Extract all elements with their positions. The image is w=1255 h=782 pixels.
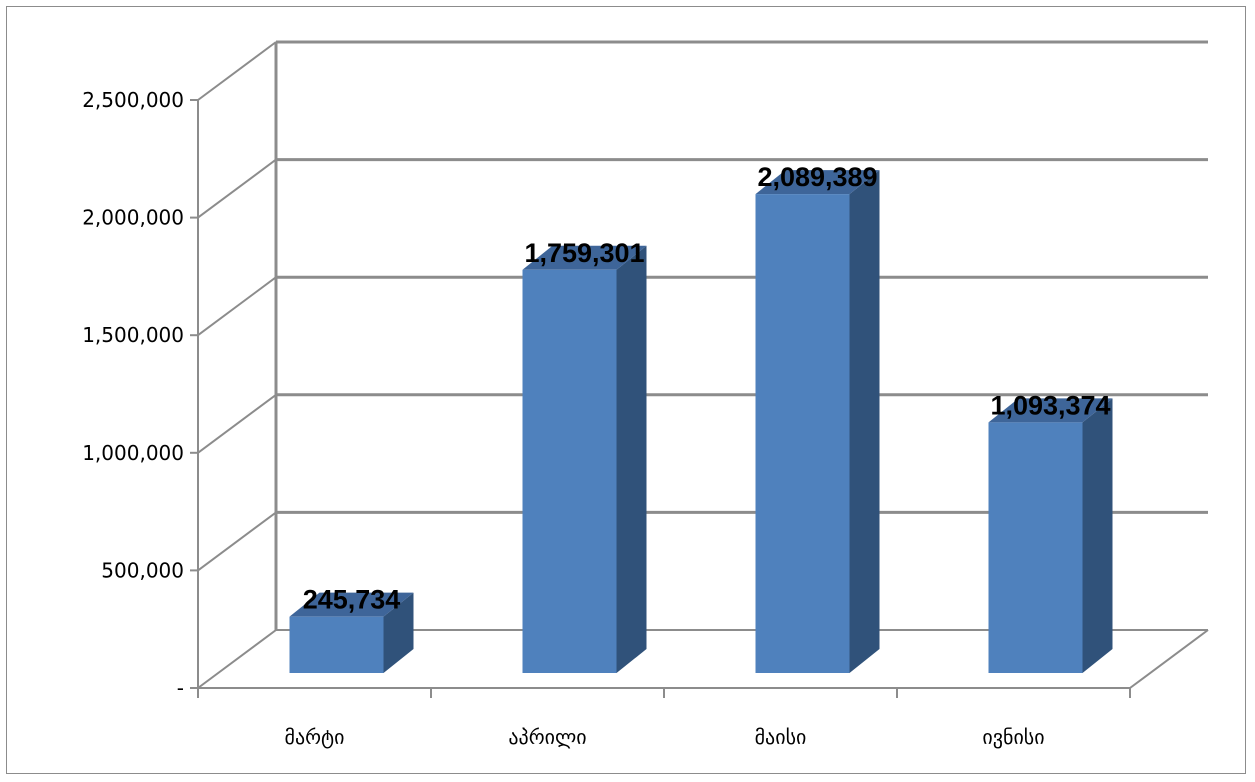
gridline-side xyxy=(197,158,277,219)
x-tick-label: მაისი xyxy=(755,725,807,749)
labels: - 500,000 1,000,000 1,500,000 2,000,000 2,500… xyxy=(82,88,1110,749)
y-tick-label: 2,000,000 xyxy=(82,206,184,230)
floor-right-edge xyxy=(1129,629,1209,689)
bar-side xyxy=(383,592,414,673)
data-label: 1,759,301 xyxy=(524,238,644,268)
bar-top xyxy=(755,170,880,195)
gridline-side xyxy=(197,41,277,101)
bar-side xyxy=(1082,398,1113,673)
axes xyxy=(190,42,1209,698)
gridline-side xyxy=(197,276,277,337)
x-tick-label: მარტი xyxy=(285,725,345,749)
x-tick-label: აპრილი xyxy=(508,725,586,749)
y-tick-label: 500,000 xyxy=(101,558,184,582)
data-label: 245,734 xyxy=(303,585,401,615)
x-tick-label: ივნისი xyxy=(982,725,1044,749)
bar-top xyxy=(522,245,647,270)
y-tick-label: 2,500,000 xyxy=(82,88,184,112)
bar xyxy=(289,616,384,673)
bars xyxy=(289,170,1113,674)
gridline-side xyxy=(197,393,277,454)
y-tick-label: 1,000,000 xyxy=(82,441,184,465)
bar-top xyxy=(289,592,414,617)
bar xyxy=(522,269,617,673)
gridline-side xyxy=(197,629,277,689)
bar-side xyxy=(616,245,647,674)
y-tick-label: - xyxy=(177,676,184,700)
bar-side xyxy=(849,170,880,673)
bar xyxy=(755,194,850,673)
data-label: 1,093,374 xyxy=(990,390,1110,420)
data-label: 2,089,389 xyxy=(757,162,877,192)
bar-top xyxy=(988,398,1113,423)
gridline-side xyxy=(197,511,277,572)
bar xyxy=(988,422,1083,673)
y-tick-label: 1,500,000 xyxy=(82,323,184,347)
